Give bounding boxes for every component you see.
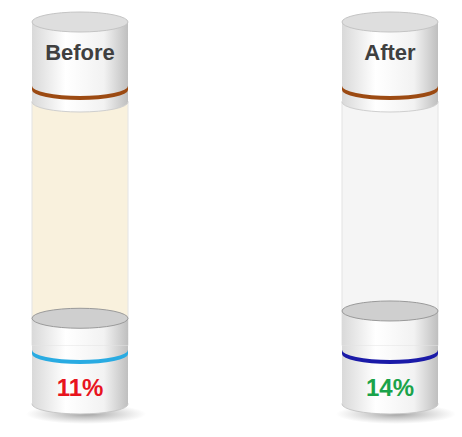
- ring: [342, 350, 438, 364]
- level-top: [32, 308, 128, 328]
- chart: Before 11% After 14%: [0, 0, 462, 437]
- pedestal: [342, 345, 438, 404]
- tube: [342, 102, 438, 345]
- data-label: 11%: [57, 374, 104, 401]
- cylinders: [26, 12, 456, 424]
- ring: [32, 350, 128, 364]
- cap-top: [342, 12, 438, 32]
- cap-ring: [32, 86, 128, 100]
- cap: [342, 22, 438, 102]
- cap-top: [32, 12, 128, 32]
- category-label: After: [364, 40, 416, 65]
- pedestal: [32, 345, 128, 404]
- cylinder: [26, 12, 146, 424]
- cap-ring: [342, 86, 438, 100]
- labels: Before 11% After 14%: [45, 40, 416, 401]
- cap: [32, 22, 128, 102]
- level: [342, 301, 438, 345]
- cylinder: [336, 12, 456, 424]
- marks: [32, 301, 438, 345]
- data-label: 14%: [366, 374, 414, 401]
- level: [32, 308, 128, 345]
- tube: [32, 102, 128, 345]
- level-top: [342, 301, 438, 321]
- category-label: Before: [45, 40, 115, 65]
